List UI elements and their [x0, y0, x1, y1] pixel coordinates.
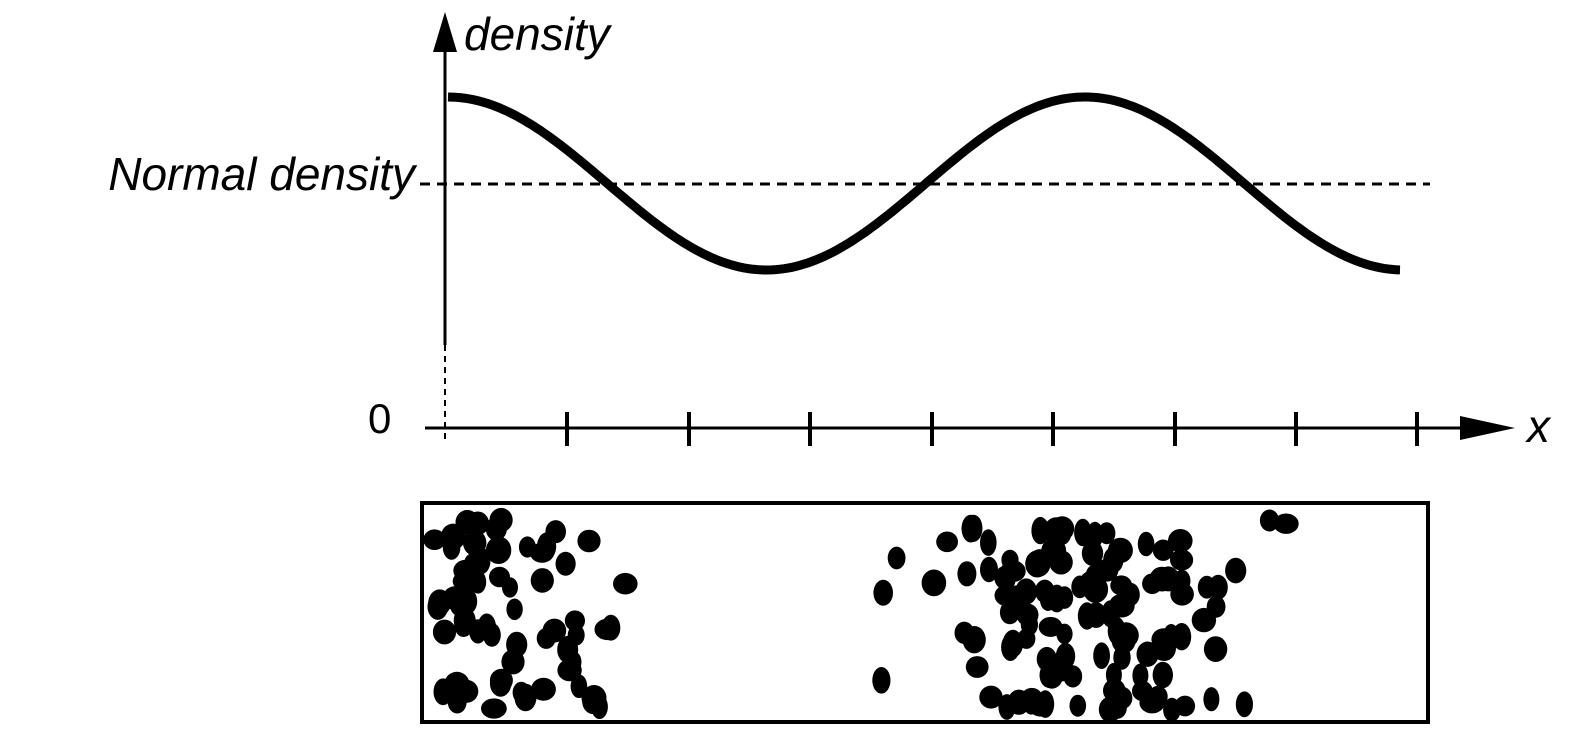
particle [581, 685, 607, 711]
particle [979, 685, 1003, 709]
particle [957, 561, 977, 587]
particle [1031, 516, 1050, 545]
particle [965, 656, 989, 678]
particle [1038, 616, 1063, 637]
particle [980, 556, 998, 583]
particle [936, 531, 958, 553]
particle [1056, 623, 1073, 645]
particle [1015, 578, 1038, 605]
particle [577, 529, 601, 553]
particle [485, 536, 512, 564]
particle [1157, 566, 1180, 592]
particle [961, 514, 981, 543]
particle [1170, 549, 1194, 571]
particle [453, 607, 476, 634]
particle [433, 678, 453, 706]
particle [1036, 690, 1055, 718]
particle [873, 579, 893, 606]
particle [1163, 697, 1181, 722]
particle [980, 529, 997, 556]
particle [440, 523, 466, 550]
particle [423, 529, 446, 550]
particle [555, 551, 576, 576]
particle [1168, 529, 1193, 553]
particle [1028, 549, 1051, 577]
particle [1000, 560, 1026, 583]
particle [1077, 602, 1097, 630]
particle [954, 621, 975, 644]
y-axis-label: density [464, 8, 613, 60]
origin-label: 0 [368, 395, 391, 442]
particle [1093, 642, 1110, 669]
particle [1154, 633, 1176, 661]
particle [1111, 628, 1136, 654]
particle [1109, 686, 1133, 710]
particle [1050, 656, 1073, 682]
particle [613, 572, 638, 595]
particle [1110, 575, 1133, 596]
x-ticks [565, 412, 1419, 446]
particle [530, 568, 554, 593]
particle [452, 571, 477, 592]
particles [423, 507, 1299, 723]
particle [1069, 694, 1087, 717]
particle [1203, 636, 1228, 662]
particle [466, 511, 489, 536]
particle [872, 667, 891, 694]
particle [1107, 537, 1133, 564]
particle [489, 507, 513, 533]
particle [1203, 687, 1220, 712]
particle [1206, 595, 1226, 618]
particle [567, 624, 585, 646]
particle [1152, 661, 1174, 689]
particle [887, 546, 906, 570]
particle [489, 670, 512, 697]
particle [1137, 531, 1155, 557]
particle [454, 679, 479, 703]
particle [1002, 629, 1024, 658]
x-axis-label: x [1525, 400, 1552, 452]
particle [1074, 518, 1092, 547]
particle [472, 547, 491, 575]
particle [427, 593, 449, 620]
particle [557, 659, 582, 682]
particle [1197, 575, 1216, 599]
particle-box [420, 501, 1430, 724]
particle [594, 618, 621, 641]
particle [1152, 539, 1174, 561]
particle [506, 631, 528, 658]
particle [1235, 691, 1253, 718]
particle [531, 677, 556, 701]
particle [1056, 586, 1074, 609]
normal-density-label: Normal density [108, 148, 418, 200]
particle [502, 577, 518, 598]
particle [542, 618, 567, 643]
particle [1050, 516, 1075, 541]
particle [1049, 550, 1073, 575]
particle [1172, 623, 1192, 651]
particle [1095, 558, 1119, 582]
particle [1081, 540, 1104, 566]
density-curve [447, 92, 1401, 275]
particle [1079, 571, 1101, 595]
particle [506, 598, 523, 621]
particle [537, 532, 557, 561]
particle [481, 698, 507, 719]
particle [998, 694, 1016, 720]
y-axis-arrow [433, 12, 457, 52]
x-axis-arrow [1460, 416, 1515, 440]
particle [1098, 522, 1116, 545]
particle [1225, 557, 1247, 584]
particle [921, 569, 947, 597]
particle [1142, 573, 1163, 594]
particle [514, 683, 537, 712]
particle [1273, 513, 1299, 534]
particle [432, 619, 457, 645]
particle [999, 600, 1020, 625]
particle [1132, 680, 1153, 702]
particle [477, 613, 496, 641]
